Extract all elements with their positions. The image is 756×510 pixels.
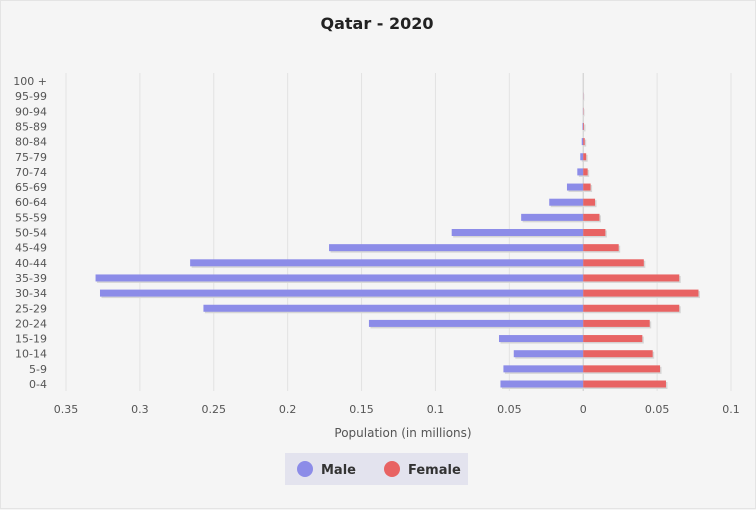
x-tick-label: 0.05 — [497, 403, 522, 416]
y-tick-label: 15-19 — [15, 333, 47, 346]
x-axis-title: Population (in millions) — [334, 426, 471, 440]
legend-item-male[interactable]: Male — [297, 461, 356, 478]
x-tick-label: 0.35 — [54, 403, 79, 416]
female-bar[interactable] — [583, 199, 595, 206]
female-bar[interactable] — [583, 305, 679, 312]
male-bar[interactable] — [567, 184, 583, 191]
x-tick-label: 0.25 — [202, 403, 227, 416]
x-axis-labels: 0.35 0.3 0.25 0.2 0.15 0.1 0.05 0 0.05 0.1 — [54, 403, 740, 416]
male-bar[interactable] — [500, 381, 583, 388]
x-tick-label: 0.05 — [645, 403, 670, 416]
y-tick-label: 45-49 — [15, 242, 47, 255]
male-bar[interactable] — [329, 244, 583, 251]
legend-male-label: Male — [321, 463, 356, 478]
y-tick-label: 0-4 — [29, 378, 47, 391]
male-bar[interactable] — [190, 259, 583, 266]
legend-item-female[interactable]: Female — [384, 461, 461, 478]
y-tick-label: 80-84 — [15, 136, 47, 149]
female-bar[interactable] — [583, 259, 644, 266]
male-bar[interactable] — [514, 350, 583, 357]
male-bar[interactable] — [582, 138, 583, 145]
female-bar[interactable] — [583, 350, 652, 357]
female-bar[interactable] — [583, 153, 586, 160]
y-tick-label: 70-74 — [15, 166, 47, 179]
female-bar[interactable] — [583, 229, 605, 236]
female-bar[interactable] — [583, 244, 618, 251]
female-bar[interactable] — [583, 320, 650, 327]
y-tick-label: 50-54 — [15, 227, 47, 240]
male-bar[interactable] — [100, 290, 583, 297]
legend-female-marker — [384, 461, 400, 477]
male-bar[interactable] — [582, 123, 583, 130]
x-tick-label: 0.15 — [349, 403, 374, 416]
bar-shadow — [585, 140, 586, 147]
female-bar[interactable] — [583, 184, 590, 191]
male-bar[interactable] — [499, 335, 583, 342]
y-tick-label: 60-64 — [15, 196, 47, 209]
female-bar[interactable] — [583, 274, 679, 281]
y-tick-label: 20-24 — [15, 317, 47, 330]
male-bar[interactable] — [96, 274, 584, 281]
female-bar[interactable] — [583, 214, 599, 221]
x-tick-label: 0.1 — [722, 403, 740, 416]
bars — [96, 93, 700, 389]
x-tick-label: 0.3 — [131, 403, 149, 416]
male-bar[interactable] — [369, 320, 583, 327]
female-bar[interactable] — [583, 138, 584, 145]
female-bar[interactable] — [583, 381, 666, 388]
x-tick-label: 0 — [580, 403, 587, 416]
bar-shadow — [584, 124, 585, 131]
female-bar[interactable] — [583, 335, 642, 342]
y-tick-label: 35-39 — [15, 272, 47, 285]
male-bar[interactable] — [521, 214, 583, 221]
y-tick-label: 85-89 — [15, 120, 47, 133]
x-tick-label: 0.2 — [279, 403, 297, 416]
female-bar[interactable] — [583, 290, 698, 297]
male-bar[interactable] — [580, 153, 583, 160]
y-tick-label: 100 + — [13, 75, 47, 88]
male-bar[interactable] — [452, 229, 584, 236]
female-bar[interactable] — [583, 168, 587, 175]
female-bar[interactable] — [583, 365, 660, 372]
y-tick-label: 65-69 — [15, 181, 47, 194]
y-axis-labels: 0-4 5-9 10-14 15-19 20-24 25-29 30-34 35-39 40-4… — [13, 75, 47, 391]
y-tick-label: 75-79 — [15, 151, 47, 164]
y-tick-label: 10-14 — [15, 348, 47, 361]
male-bar[interactable] — [549, 199, 583, 206]
y-tick-label: 25-29 — [15, 302, 47, 315]
male-bar[interactable] — [203, 305, 583, 312]
male-bar[interactable] — [577, 168, 583, 175]
y-tick-label: 90-94 — [15, 105, 47, 118]
y-tick-label: 95-99 — [15, 90, 47, 103]
y-tick-label: 5-9 — [29, 363, 47, 376]
male-bar[interactable] — [503, 365, 583, 372]
legend-female-label: Female — [408, 463, 461, 478]
legend-male-marker — [297, 461, 313, 477]
y-tick-label: 30-34 — [15, 287, 47, 300]
female-bar[interactable] — [583, 123, 584, 130]
chart-title: Qatar - 2020 — [320, 14, 433, 33]
y-tick-label: 40-44 — [15, 257, 47, 270]
legend: Male Female — [285, 453, 468, 485]
y-tick-label: 55-59 — [15, 211, 47, 224]
bar-shadow — [585, 124, 586, 131]
x-tick-label: 0.1 — [427, 403, 445, 416]
